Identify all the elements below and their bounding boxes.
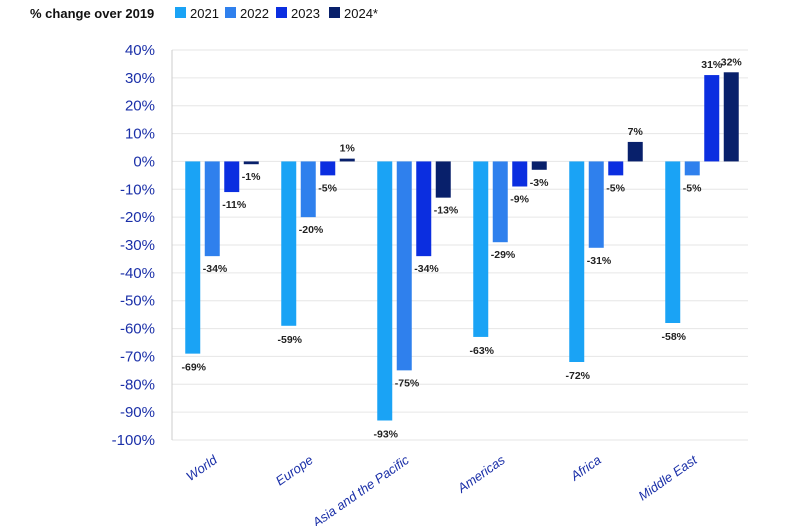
data-label: -11% xyxy=(222,199,247,211)
bar xyxy=(684,161,700,176)
bar xyxy=(627,141,643,162)
data-label: -1% xyxy=(242,171,261,183)
bars xyxy=(185,72,739,421)
bar xyxy=(224,161,240,193)
bar xyxy=(588,161,604,248)
bar xyxy=(320,161,336,176)
data-label: -13% xyxy=(434,205,459,217)
data-label: -75% xyxy=(395,377,420,389)
data-label: -93% xyxy=(373,429,398,441)
legend-item: 2021 xyxy=(175,6,219,21)
data-labels: -69% -34% -11% -1% -59% -20% -5% 1% -93% -75% -34%… xyxy=(181,56,742,440)
y-tick-label: 10% xyxy=(125,126,155,143)
y-tick-label: -20% xyxy=(120,209,155,226)
legend-label: 2022 xyxy=(240,6,269,21)
bar xyxy=(281,161,297,326)
bar xyxy=(704,75,720,162)
data-label: -5% xyxy=(606,182,625,194)
y-tick-label: 30% xyxy=(125,70,155,87)
x-tick-label: World xyxy=(183,452,220,484)
bar xyxy=(531,161,547,170)
data-label: -5% xyxy=(318,182,337,194)
legend-swatch xyxy=(225,7,236,18)
bar xyxy=(435,161,451,198)
data-label: -34% xyxy=(203,263,228,275)
bar xyxy=(492,161,508,243)
y-tick-label: -100% xyxy=(112,432,155,449)
bar xyxy=(665,161,681,323)
legend-swatch xyxy=(329,7,340,18)
y-tick-label: 20% xyxy=(125,98,155,115)
bar xyxy=(396,161,412,371)
data-label: -5% xyxy=(683,182,702,194)
data-label: -9% xyxy=(510,194,529,206)
bar xyxy=(569,161,585,362)
legend-swatch xyxy=(276,7,287,18)
y-tick-label: -50% xyxy=(120,293,155,310)
data-label: -69% xyxy=(181,362,206,374)
x-tick-label: Asia and the Pacific xyxy=(309,452,412,526)
legend-swatch xyxy=(175,7,186,18)
data-label: 32% xyxy=(721,56,743,68)
data-label: 1% xyxy=(340,143,356,155)
y-tick-label: 40% xyxy=(125,42,155,59)
y-tick-label: -70% xyxy=(120,348,155,365)
bar xyxy=(377,161,393,421)
bar xyxy=(512,161,528,187)
x-tick-label: Europe xyxy=(273,452,316,488)
legend-item: 2024* xyxy=(329,6,378,21)
bar xyxy=(300,161,316,218)
legend-item: 2023 xyxy=(276,6,320,21)
data-label: 31% xyxy=(701,59,723,71)
gridlines xyxy=(171,49,748,441)
data-label: 7% xyxy=(628,126,644,138)
bar xyxy=(473,161,489,337)
bar xyxy=(204,161,220,257)
bar xyxy=(723,72,739,162)
y-axis-ticks: 40% 30% 20% 10% 0% -10% -20% -30% -40% -50% -60% -7… xyxy=(112,42,155,449)
data-label: -34% xyxy=(414,263,439,275)
data-label: -72% xyxy=(565,370,590,382)
x-tick-label: Middle East xyxy=(635,451,700,503)
data-label: -58% xyxy=(661,331,686,343)
legend-label: 2021 xyxy=(190,6,219,21)
x-tick-label: Africa xyxy=(567,452,604,484)
y-tick-label: 0% xyxy=(133,153,155,170)
data-label: -29% xyxy=(491,249,516,261)
y-tick-label: -30% xyxy=(120,237,155,254)
legend-label: 2024* xyxy=(344,6,378,21)
bar xyxy=(185,161,201,354)
bar xyxy=(608,161,624,176)
data-label: -3% xyxy=(530,177,549,189)
legend: 2021 2022 2023 2024* xyxy=(175,6,378,21)
data-label: -31% xyxy=(587,255,612,267)
legend-label: 2023 xyxy=(291,6,320,21)
y-tick-label: -60% xyxy=(120,321,155,338)
y-tick-label: -80% xyxy=(120,376,155,393)
data-label: -63% xyxy=(469,345,494,357)
bar xyxy=(243,161,259,165)
y-tick-label: -40% xyxy=(120,265,155,282)
bar xyxy=(339,158,355,162)
chart-title: % change over 2019 xyxy=(30,6,154,21)
data-label: -20% xyxy=(299,224,324,236)
bar xyxy=(416,161,432,257)
x-tick-label: Americas xyxy=(454,452,508,496)
y-tick-label: -90% xyxy=(120,404,155,421)
data-label: -59% xyxy=(277,334,302,346)
y-tick-label: -10% xyxy=(120,181,155,198)
legend-item: 2022 xyxy=(225,6,269,21)
